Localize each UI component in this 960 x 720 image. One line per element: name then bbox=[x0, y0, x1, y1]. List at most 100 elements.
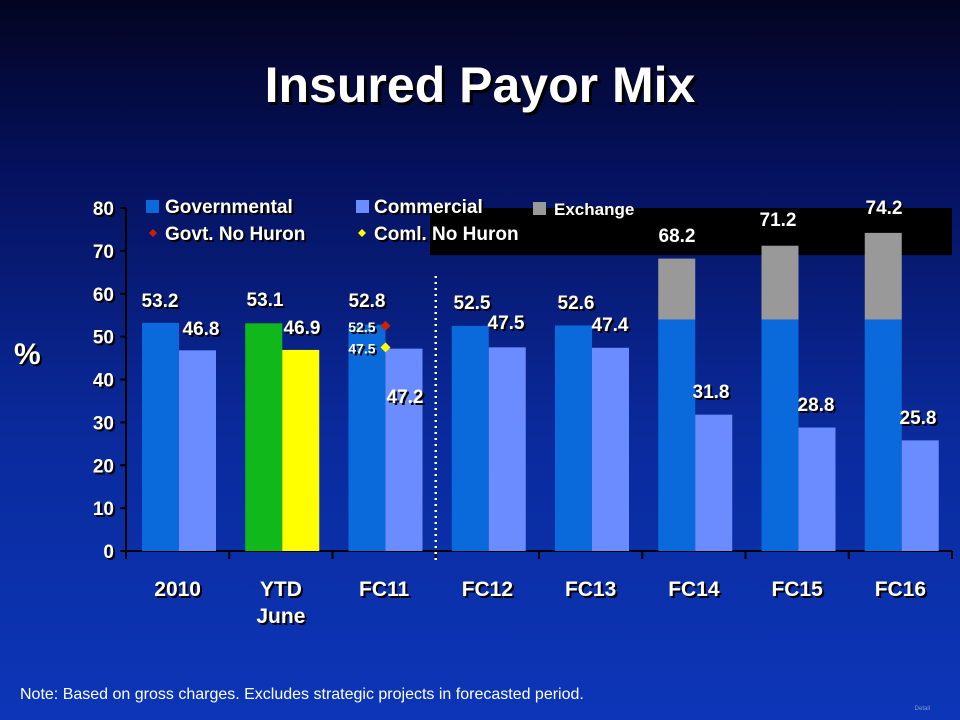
bar-governmental bbox=[245, 323, 283, 551]
data-label-governmental: 52.6 bbox=[558, 293, 595, 314]
y-tick-label: 60 bbox=[93, 285, 114, 306]
y-tick-label-shadow: 10 bbox=[95, 501, 116, 522]
legend-label-coml-no-huron-shadow: Coml. No Huron bbox=[376, 226, 521, 247]
data-label-commercial: 47.4 bbox=[592, 315, 629, 336]
x-tick-label: YTD bbox=[260, 578, 302, 601]
bar-commercial bbox=[592, 347, 629, 551]
legend-label-coml-no-huron: Coml. No Huron bbox=[374, 224, 519, 245]
x-tick-label-shadow: FC13 bbox=[567, 580, 618, 603]
data-label-commercial-shadow: 31.8 bbox=[695, 384, 732, 405]
bar-commercial bbox=[282, 349, 320, 551]
bar-exchange bbox=[761, 245, 799, 320]
footer-mark: Detail bbox=[914, 706, 930, 712]
data-label-governmental: 53.2 bbox=[142, 291, 179, 312]
x-tick-label-line2: June bbox=[256, 605, 305, 628]
data-label-commercial-shadow: 28.8 bbox=[800, 397, 837, 418]
data-label-governmental-shadow: 68.2 bbox=[661, 228, 698, 249]
y-tick-label-shadow: 70 bbox=[95, 244, 116, 265]
y-tick-label: 10 bbox=[93, 499, 114, 520]
data-label-governmental-shadow: 52.6 bbox=[560, 295, 597, 316]
legend-swatch-commercial bbox=[356, 200, 369, 213]
data-label-commercial: 47.5 bbox=[488, 313, 525, 334]
bar-governmental bbox=[555, 325, 592, 551]
data-label-governmental: 52.8 bbox=[349, 291, 386, 312]
legend-swatch-coml-no-huron bbox=[358, 229, 366, 237]
page-title: Insured Payor Mix bbox=[264, 57, 696, 113]
legend-label-governmental: Governmental bbox=[165, 197, 293, 218]
legend-label-commercial: Commercial bbox=[374, 197, 483, 218]
data-label-commercial: 46.8 bbox=[183, 319, 220, 340]
x-tick-label: FC14 bbox=[668, 578, 720, 601]
x-tick-label-shadow: FC11 bbox=[361, 580, 412, 603]
legend-label-exchange: Exchange bbox=[554, 200, 634, 219]
data-label-governmental-shadow: 53.1 bbox=[249, 292, 286, 313]
data-label-governmental: 68.2 bbox=[659, 226, 696, 247]
data-label-governmental-shadow: 52.8 bbox=[351, 293, 388, 314]
bar-governmental bbox=[761, 319, 799, 551]
y-tick-label: 0 bbox=[103, 542, 114, 563]
data-label-commercial-shadow: 47.5 bbox=[490, 315, 527, 336]
legend-label-govt-no-huron: Govt. No Huron bbox=[165, 224, 305, 245]
bar-governmental bbox=[658, 319, 696, 551]
y-tick-label-shadow: 80 bbox=[95, 201, 116, 222]
data-label-governmental: 52.5 bbox=[454, 293, 491, 314]
data-label-governmental-shadow: 71.2 bbox=[762, 212, 799, 233]
legend-label-exchange-shadow: Exchange bbox=[556, 202, 636, 221]
bar-commercial bbox=[901, 440, 939, 551]
marker-label: 52.5 bbox=[348, 319, 375, 335]
data-label-commercial-shadow: 46.9 bbox=[286, 320, 323, 341]
data-label-commercial: 25.8 bbox=[900, 408, 937, 429]
y-tick-label-shadow: 60 bbox=[95, 287, 116, 308]
x-tick-label-line2-shadow: June bbox=[258, 607, 307, 630]
bar-commercial bbox=[385, 348, 423, 551]
y-tick-label-shadow: 20 bbox=[95, 458, 116, 479]
legend-label-govt-no-huron-shadow: Govt. No Huron bbox=[167, 226, 307, 247]
bar-governmental bbox=[142, 322, 179, 551]
x-tick-label: 2010 bbox=[154, 578, 201, 601]
bar-governmental bbox=[451, 325, 489, 551]
y-tick-label-shadow: 40 bbox=[95, 373, 116, 394]
y-tick-label: 40 bbox=[93, 371, 114, 392]
x-tick-label: FC15 bbox=[771, 578, 823, 601]
y-axis-label: % bbox=[14, 338, 41, 371]
bar-exchange bbox=[658, 258, 696, 320]
y-tick-label: 80 bbox=[93, 199, 114, 220]
data-label-commercial: 47.2 bbox=[387, 387, 424, 408]
legend-label-governmental-shadow: Governmental bbox=[167, 199, 295, 220]
legend-swatch-exchange bbox=[533, 202, 546, 215]
y-tick-label: 50 bbox=[93, 328, 114, 349]
data-label-governmental-shadow: 52.5 bbox=[456, 295, 493, 316]
data-label-commercial-shadow: 47.2 bbox=[389, 389, 426, 410]
data-label-commercial: 31.8 bbox=[693, 382, 730, 403]
bar-exchange bbox=[864, 232, 902, 320]
x-tick-label-shadow: FC15 bbox=[773, 580, 825, 603]
x-tick-label: FC16 bbox=[875, 578, 926, 601]
marker-label-shadow: 52.5 bbox=[350, 321, 377, 337]
x-tick-label-shadow: 2010 bbox=[156, 580, 203, 603]
marker-coml-no-huron bbox=[380, 342, 391, 353]
data-label-commercial: 46.9 bbox=[284, 318, 321, 339]
x-tick-label: FC11 bbox=[359, 578, 410, 601]
data-label-commercial: 28.8 bbox=[798, 395, 835, 416]
marker-govt-no-huron bbox=[380, 320, 391, 331]
data-label-governmental: 53.1 bbox=[247, 290, 284, 311]
x-tick-label-shadow: FC16 bbox=[877, 580, 928, 603]
x-tick-label-shadow: YTD bbox=[262, 580, 304, 603]
y-tick-label-shadow: 30 bbox=[95, 415, 116, 436]
data-label-governmental: 74.2 bbox=[866, 198, 903, 219]
legend-swatch-govt-no-huron bbox=[149, 229, 157, 237]
marker-label-shadow: 47.5 bbox=[350, 342, 377, 358]
data-label-governmental-shadow: 53.2 bbox=[144, 293, 181, 314]
legend-swatch-governmental bbox=[146, 200, 159, 213]
data-label-governmental: 71.2 bbox=[760, 210, 797, 231]
x-tick-label: FC12 bbox=[462, 578, 513, 601]
bar-commercial bbox=[798, 427, 836, 551]
y-tick-label: 70 bbox=[93, 242, 114, 263]
x-tick-label-shadow: FC14 bbox=[670, 580, 722, 603]
bar-commercial bbox=[695, 414, 733, 551]
bar-commercial bbox=[488, 347, 526, 551]
data-label-commercial-shadow: 46.8 bbox=[185, 321, 222, 342]
legend-label-commercial-shadow: Commercial bbox=[376, 199, 485, 220]
y-tick-label-shadow: 0 bbox=[105, 544, 116, 565]
